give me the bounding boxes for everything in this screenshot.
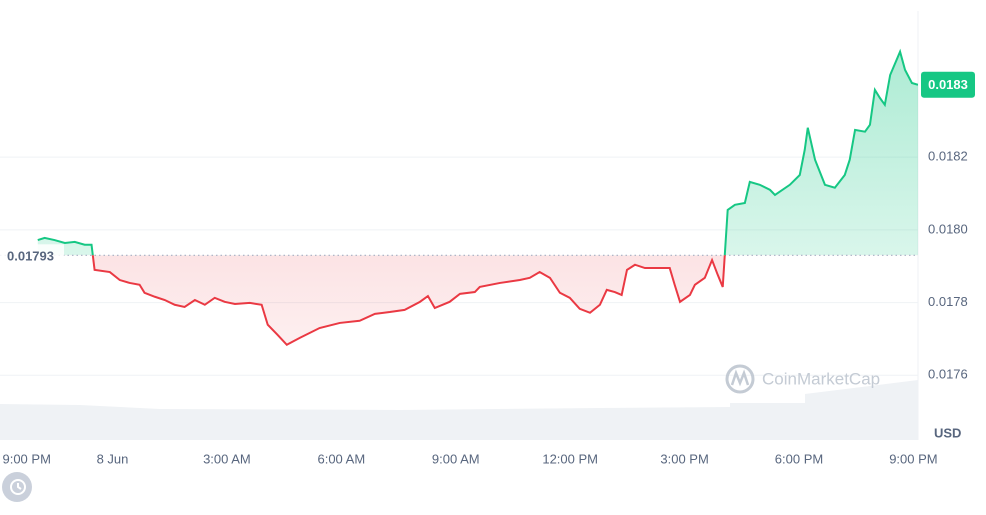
baseline-label-bg: [0, 244, 64, 267]
x-tick-label: 9:00 PM: [2, 451, 50, 466]
x-tick-label: 3:00 PM: [660, 451, 708, 466]
y-tick-label: 0.0178: [928, 294, 968, 309]
x-tick-label: 9:00 PM: [889, 451, 937, 466]
currency-label: USD: [934, 425, 961, 440]
y-tick-label: 0.0182: [928, 149, 968, 164]
baseline-label: 0.01793: [7, 249, 54, 264]
watermark: CoinMarketCap: [725, 364, 880, 394]
y-tick-label: 0.0180: [928, 221, 968, 236]
x-tick-label: 9:00 AM: [432, 451, 480, 466]
history-icon[interactable]: [2, 472, 32, 502]
x-tick-label: 3:00 AM: [203, 451, 251, 466]
x-tick-label: 12:00 PM: [542, 451, 598, 466]
watermark-text: CoinMarketCap: [762, 369, 880, 388]
price-tag-bg: [921, 71, 975, 98]
area-down: [37, 255, 918, 345]
y-tick-label: 0.0176: [928, 367, 968, 382]
x-tick-label: 6:00 AM: [317, 451, 365, 466]
x-tick-label: 6:00 PM: [775, 451, 823, 466]
x-tick-label: 8 Jun: [97, 451, 129, 466]
price-tag: 0.0183: [928, 77, 968, 92]
area-up: [37, 51, 918, 256]
price-line-up: [37, 48, 918, 256]
volume-area: [0, 380, 918, 440]
price-line-down: [91, 255, 726, 346]
